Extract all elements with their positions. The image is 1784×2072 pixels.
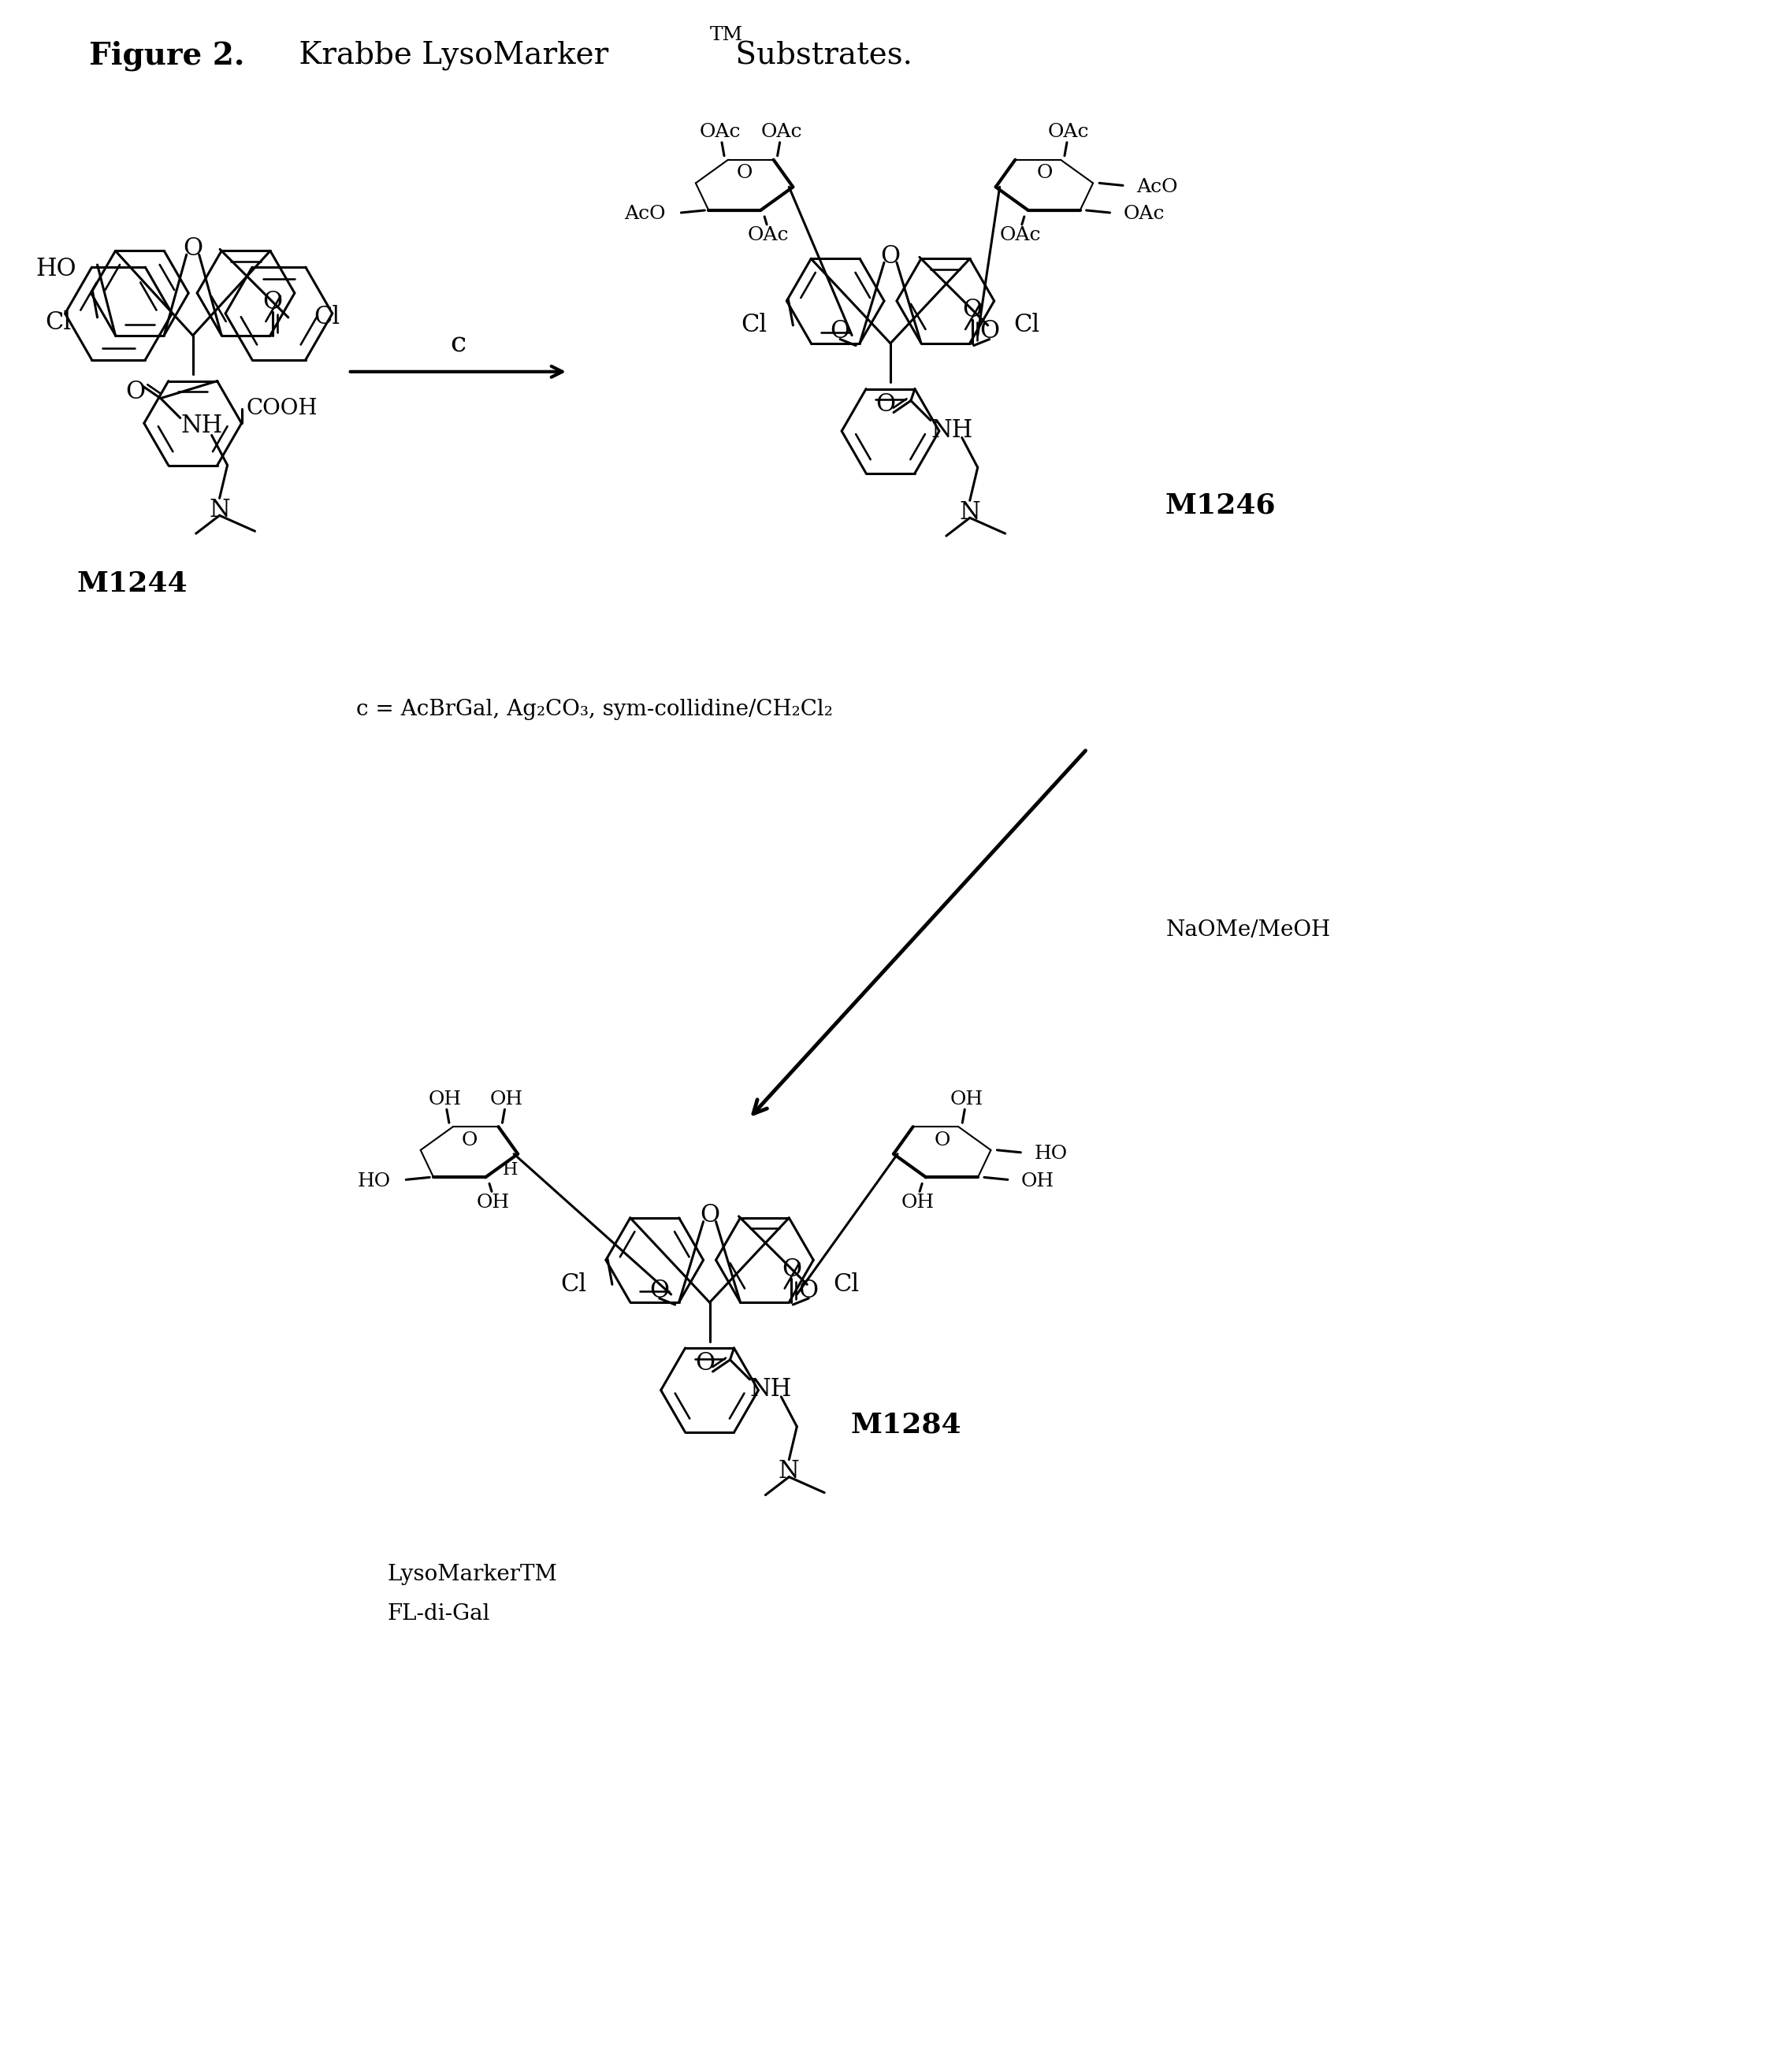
- Text: TM: TM: [710, 27, 742, 44]
- Text: O: O: [876, 392, 896, 416]
- Text: O: O: [881, 244, 901, 269]
- Text: O: O: [184, 236, 203, 261]
- Text: OH: OH: [1020, 1173, 1054, 1189]
- Text: O: O: [649, 1278, 669, 1303]
- Text: FL-di-Gal: FL-di-Gal: [387, 1604, 491, 1624]
- Text: O: O: [262, 290, 282, 315]
- Text: O: O: [781, 1258, 801, 1280]
- Text: Cl: Cl: [1013, 313, 1040, 338]
- Text: HO: HO: [357, 1173, 391, 1189]
- Text: Cl: Cl: [560, 1272, 587, 1297]
- Text: Cl: Cl: [740, 313, 767, 338]
- Text: COOH: COOH: [246, 398, 318, 419]
- Text: OAc: OAc: [1124, 205, 1165, 224]
- Text: OAc: OAc: [747, 226, 789, 244]
- Text: N: N: [778, 1459, 799, 1484]
- Text: LysoMarkerTM: LysoMarkerTM: [387, 1564, 557, 1585]
- Text: c: c: [450, 332, 466, 358]
- Text: O: O: [696, 1351, 715, 1376]
- Text: NH: NH: [749, 1378, 792, 1403]
- Text: OH: OH: [428, 1090, 462, 1109]
- Text: M1246: M1246: [1165, 491, 1276, 518]
- Text: Cl: Cl: [833, 1272, 858, 1297]
- Text: OH: OH: [949, 1090, 983, 1109]
- Text: O: O: [125, 379, 145, 404]
- Text: Krabbe LysoMarker: Krabbe LysoMarker: [289, 41, 608, 70]
- Text: OH: OH: [476, 1193, 510, 1212]
- Text: OAc: OAc: [999, 226, 1042, 244]
- Text: HO: HO: [36, 257, 77, 282]
- Text: NH: NH: [180, 414, 223, 437]
- Text: OH: OH: [901, 1193, 935, 1212]
- Text: O: O: [935, 1131, 951, 1150]
- Text: Cl: Cl: [45, 311, 71, 334]
- Text: O: O: [1037, 164, 1053, 182]
- Text: OH: OH: [489, 1090, 523, 1109]
- Text: O: O: [462, 1131, 478, 1150]
- Text: O: O: [962, 298, 981, 323]
- Text: O: O: [830, 319, 849, 344]
- Text: M1244: M1244: [77, 570, 187, 597]
- Text: OAc: OAc: [760, 122, 803, 141]
- Text: Figure 2.: Figure 2.: [89, 41, 244, 70]
- Text: OAc: OAc: [1047, 122, 1090, 141]
- Text: O: O: [979, 319, 999, 344]
- Text: O: O: [799, 1278, 819, 1303]
- Text: NaOMe/MeOH: NaOMe/MeOH: [1165, 920, 1331, 941]
- Text: NH: NH: [931, 419, 972, 443]
- Text: N: N: [209, 497, 230, 522]
- Text: HO: HO: [1035, 1146, 1067, 1162]
- Text: AcO: AcO: [624, 205, 665, 224]
- Text: O: O: [699, 1204, 719, 1227]
- Text: AcO: AcO: [1136, 178, 1177, 197]
- Text: Cl: Cl: [314, 305, 341, 329]
- Text: N: N: [960, 499, 981, 524]
- Text: H: H: [503, 1160, 517, 1179]
- Text: Substrates.: Substrates.: [726, 41, 912, 70]
- Text: O: O: [737, 164, 753, 182]
- Text: OAc: OAc: [699, 122, 740, 141]
- Text: c = AcBrGal, Ag₂CO₃, sym-collidine/CH₂Cl₂: c = AcBrGal, Ag₂CO₃, sym-collidine/CH₂Cl…: [357, 698, 833, 721]
- Text: M1284: M1284: [851, 1411, 962, 1438]
